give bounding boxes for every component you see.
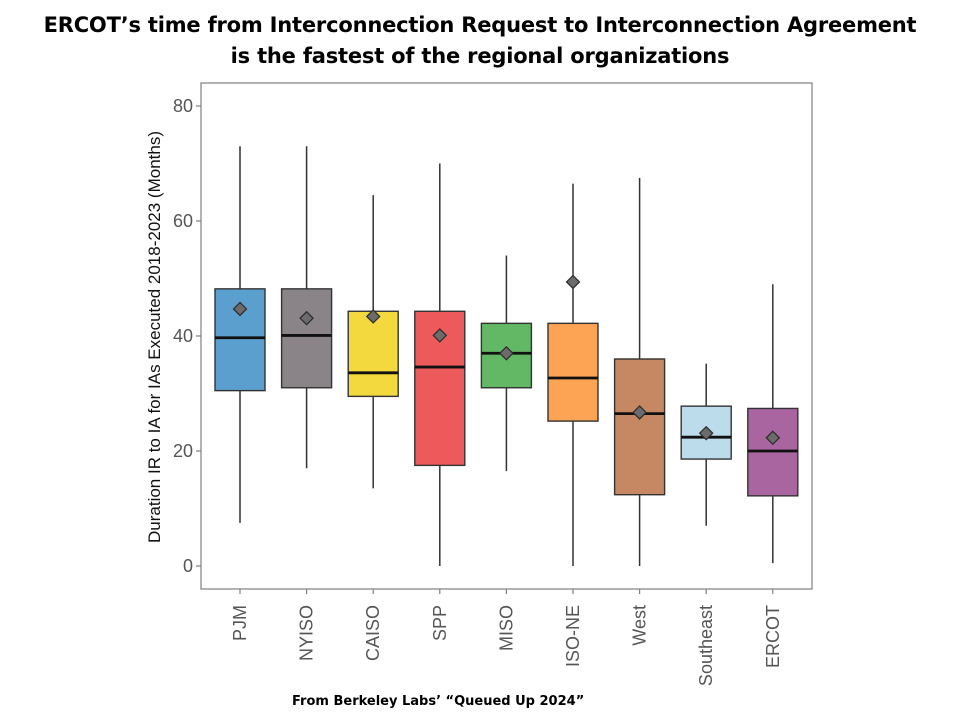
mean-marker — [299, 310, 314, 326]
box-iso-ne — [547, 183, 599, 566]
box-series — [214, 146, 799, 566]
y-tick-label: 0 — [183, 556, 193, 576]
x-tick-label: ERCOT — [763, 605, 783, 668]
box-pjm — [214, 146, 266, 523]
x-tick-label: ISO-NE — [563, 605, 583, 667]
mean-marker — [632, 405, 647, 420]
y-axis-label: Duration IR to IA for IAs Executed 2018-… — [145, 131, 164, 543]
x-tick-label: PJM — [230, 605, 250, 641]
mean-marker — [765, 430, 781, 446]
chart-title-line-1: ERCOT’s time from Interconnection Reques… — [43, 13, 917, 37]
y-tick-label: 60 — [173, 211, 193, 231]
x-tick-label: Southeast — [696, 605, 716, 686]
iqr-box — [613, 358, 666, 496]
x-tick-label: CAISO — [363, 605, 383, 661]
box-caiso — [347, 195, 399, 489]
box-ercot — [747, 284, 799, 564]
x-tick-label: West — [630, 605, 650, 646]
mean-marker — [432, 328, 448, 343]
mean-marker — [499, 345, 514, 361]
box-southeast — [680, 363, 732, 526]
mean-marker — [232, 301, 248, 317]
iqr-box — [280, 288, 333, 389]
x-tick-label: NYISO — [297, 605, 317, 661]
y-tick-label: 80 — [173, 96, 193, 116]
mean-marker — [365, 309, 381, 324]
y-axis: 0 20 40 60 80 — [173, 96, 201, 576]
box-miso — [480, 255, 533, 472]
x-axis: PJM NYISO CAISO SPP MISO ISO-NE West Southeast E… — [230, 589, 783, 686]
box-spp — [414, 163, 466, 566]
box-west — [613, 177, 666, 566]
box-nyiso — [280, 146, 333, 469]
source-note: From Berkeley Labs’ “Queued Up 2024” — [292, 694, 585, 709]
y-tick-label: 40 — [173, 326, 193, 346]
chart-title: ERCOT’s time from Interconnection Reques… — [0, 10, 960, 72]
x-tick-label: SPP — [430, 605, 450, 641]
x-tick-label: MISO — [496, 605, 516, 651]
mean-marker — [565, 274, 581, 290]
y-tick-label: 20 — [173, 441, 193, 461]
mean-marker — [698, 425, 714, 441]
chart-title-line-2: is the fastest of the regional organizat… — [230, 44, 730, 68]
iqr-box — [547, 322, 599, 422]
iqr-box — [347, 310, 399, 398]
